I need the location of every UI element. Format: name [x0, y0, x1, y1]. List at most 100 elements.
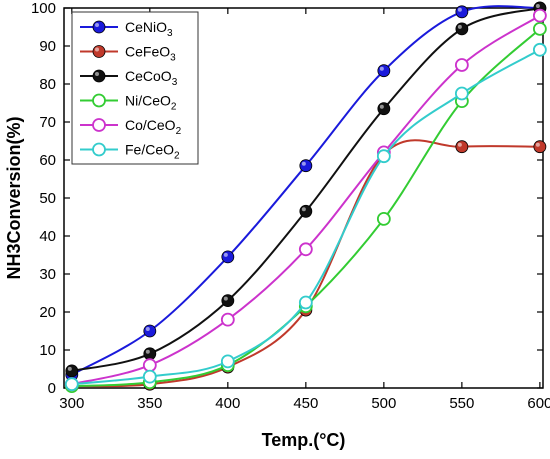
- series-fe-ceo2: [64, 42, 547, 392]
- data-point-highlight: [379, 66, 384, 71]
- legend-label-subscript: 3: [167, 28, 173, 39]
- series-cefeo3: [65, 139, 547, 393]
- data-point-co-ceo2: [454, 58, 469, 72]
- data-point-fe-ceo2: [376, 149, 391, 164]
- data-point-cecoo3: [455, 22, 469, 36]
- legend-item-cenio3: CeNiO3: [80, 19, 173, 39]
- legend-marker: [92, 20, 106, 34]
- y-tick-label: 50: [39, 190, 56, 207]
- data-point-highlight: [223, 252, 228, 257]
- series-cecoo3: [65, 1, 547, 378]
- data-point-highlight: [223, 296, 228, 301]
- x-tick-label: 450: [293, 395, 318, 412]
- x-axis-title: Temp.(°C): [262, 430, 346, 450]
- data-point-highlight: [379, 104, 384, 109]
- data-point-cefeo3: [533, 140, 547, 154]
- legend-item-ni-ceo2: Ni/CeO2: [80, 93, 177, 113]
- data-point-cecoo3: [221, 294, 235, 308]
- data-point-co-ceo2: [220, 312, 235, 327]
- y-tick-label: 90: [39, 38, 56, 55]
- legend-label: CeNiO3: [125, 19, 173, 39]
- legend-marker: [92, 45, 106, 58]
- legend-marker-highlight: [95, 72, 99, 76]
- y-tick-label: 20: [39, 304, 56, 321]
- legend-label-subscript: 2: [174, 151, 180, 162]
- legend-label-base: CeFeO: [125, 44, 170, 60]
- data-point-highlight: [535, 4, 540, 8]
- series-line-cefeo3: [71, 139, 540, 388]
- data-point-fe-ceo2: [220, 354, 235, 369]
- data-point-cenio3: [299, 159, 313, 173]
- y-tick-label: 30: [39, 266, 56, 283]
- data-point-cenio3: [143, 324, 157, 338]
- legend-marker-highlight: [95, 47, 99, 52]
- data-point-co-ceo2: [298, 242, 313, 257]
- legend-item-cefeo3: CeFeO3: [80, 44, 176, 64]
- data-point-highlight: [145, 349, 150, 354]
- data-point-fe-ceo2: [142, 369, 157, 384]
- data-point-ni-ceo2: [376, 211, 391, 226]
- y-axis-title: NH3Conversion(%): [4, 116, 24, 279]
- data-point-cecoo3: [65, 364, 79, 378]
- data-point-fe-ceo2: [298, 295, 313, 310]
- legend-label: Fe/CeO2: [125, 142, 180, 162]
- legend-label: CeCoO3: [125, 68, 178, 88]
- data-point-highlight: [301, 161, 306, 166]
- data-point-co-ceo2: [142, 358, 157, 373]
- legend-item-co-ceo2: Co/CeO2: [80, 117, 182, 137]
- y-tick-label: 10: [39, 342, 56, 359]
- data-point-cenio3: [377, 64, 391, 78]
- x-tick-label: 550: [449, 395, 474, 412]
- x-tick-label: 350: [137, 395, 162, 412]
- data-point-highlight: [301, 207, 306, 212]
- data-point-cecoo3: [143, 347, 157, 361]
- legend-label: CeFeO3: [125, 44, 176, 64]
- legend-marker: [92, 118, 106, 132]
- legend-marker-highlight: [95, 23, 99, 27]
- series-cenio3: [65, 1, 547, 382]
- legend-marker: [92, 142, 106, 157]
- x-tick-label: 300: [59, 395, 84, 412]
- data-point-highlight: [457, 24, 462, 29]
- legend-label-base: CeNiO: [125, 19, 167, 35]
- legend-label: Ni/CeO2: [125, 93, 177, 113]
- legend-item-fe-ceo2: Fe/CeO2: [80, 142, 180, 162]
- axes: 300 350 400 450 500 550 600 0 10 20 30 40 50 60 70 80 90…: [31, 0, 550, 412]
- y-tick-label: 80: [39, 76, 56, 93]
- data-point-cenio3: [221, 250, 235, 264]
- legend-label-base: CeCoO: [125, 68, 172, 84]
- y-tick-label: 0: [48, 380, 56, 397]
- data-point-co-ceo2: [532, 8, 547, 23]
- legend-label-base: Co/CeO: [125, 117, 176, 133]
- legend-label-subscript: 3: [170, 53, 176, 64]
- y-tick-label: 40: [39, 228, 56, 245]
- data-point-cefeo3: [455, 140, 469, 154]
- legend-label-subscript: 2: [176, 126, 182, 137]
- legend-label-base: Ni/CeO: [125, 93, 171, 109]
- data-point-fe-ceo2: [532, 42, 547, 57]
- legend-item-cecoo3: CeCoO3: [80, 68, 178, 88]
- data-point-highlight: [67, 366, 72, 371]
- legend-label-subscript: 3: [172, 77, 178, 88]
- data-point-highlight: [535, 142, 540, 147]
- data-point-ni-ceo2: [532, 21, 547, 36]
- y-tick-label: 70: [39, 114, 56, 131]
- x-tick-label: 600: [527, 395, 550, 412]
- legend-marker: [92, 69, 106, 83]
- legend-label-base: Fe/CeO: [125, 142, 174, 158]
- legend-marker: [92, 93, 106, 108]
- y-tick-label: 100: [31, 0, 56, 17]
- legend-label: Co/CeO2: [125, 117, 182, 137]
- data-point-highlight: [145, 327, 150, 331]
- legend-box: [71, 11, 199, 165]
- data-point-cecoo3: [299, 204, 313, 218]
- y-tick-label: 60: [39, 152, 56, 169]
- x-tick-label: 500: [371, 395, 396, 412]
- data-point-cecoo3: [377, 102, 391, 116]
- data-point-cenio3: [455, 5, 469, 19]
- data-point-highlight: [457, 7, 462, 12]
- data-point-highlight: [457, 142, 462, 147]
- data-point-fe-ceo2: [64, 377, 79, 392]
